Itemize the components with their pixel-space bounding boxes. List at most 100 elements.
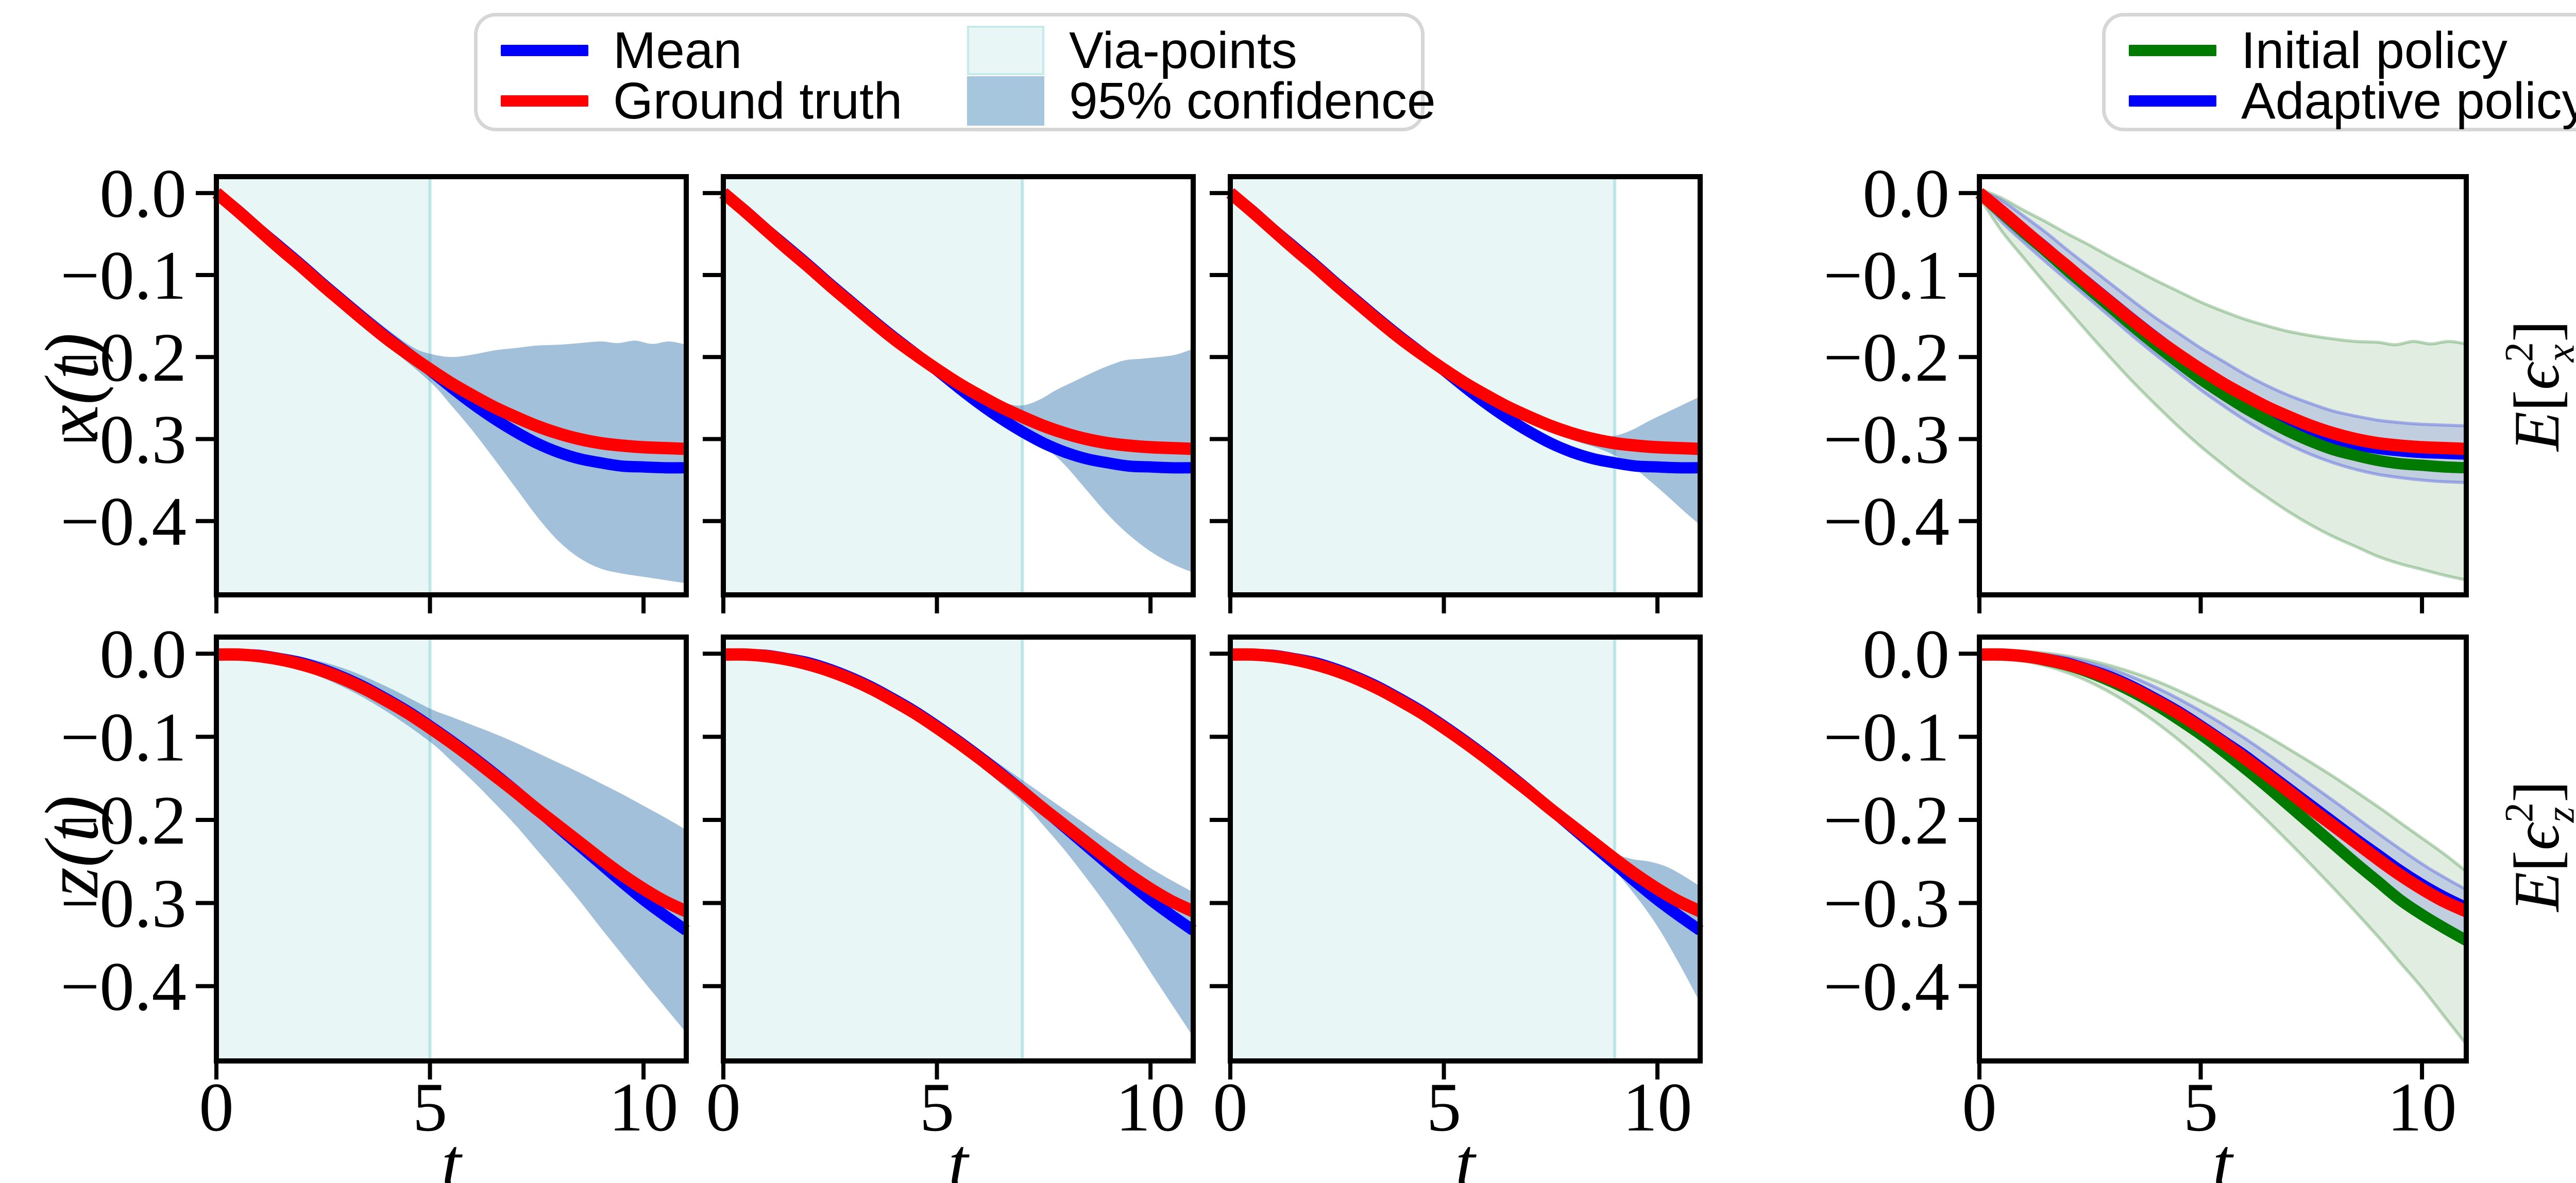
legend-swatch-95-confidence (967, 76, 1044, 126)
y-axis-ticks (1210, 191, 1230, 523)
x-axis-ticks: 0 5 10 (1213, 1061, 1692, 1146)
axes-spines (1228, 635, 1703, 1064)
xv3-svg (1210, 174, 1703, 613)
plot-z-viapoints-t7: 0 5 10 (703, 635, 1197, 1146)
xlabel-t-col2: t (881, 1128, 1036, 1183)
legend-label: Initial policy (2241, 22, 2507, 79)
via-points-region (216, 177, 430, 595)
x-tick-label: 0 (199, 1069, 234, 1146)
series-ground-truth (1979, 648, 2469, 917)
axes-spines (1977, 635, 2469, 1064)
plot-x-policies: 0.0 −0.1 −0.2 −0.3 −0.4 (1823, 156, 2469, 613)
xlabel-text: t (1455, 1124, 1476, 1183)
legend-label: 95% confidence (1069, 72, 1436, 130)
band-95-confidence (216, 650, 686, 1033)
y-axis-ticks (703, 651, 723, 988)
axes-spines (1228, 174, 1703, 597)
y-tick-label: −0.2 (1823, 782, 1950, 859)
x-tick-label: 10 (1623, 1069, 1692, 1146)
legend-swatch-ground-truth (501, 95, 588, 107)
y-tick-label: −0.3 (60, 865, 187, 942)
zv3-svg: 0 5 10 (1210, 635, 1704, 1146)
xv2-svg (703, 174, 1196, 613)
x-axis-ticks: 0 5 10 (1962, 1061, 2457, 1146)
legend-label: Via-points (1069, 22, 1297, 79)
legend-item-initial-policy: Initial policy (2129, 22, 2507, 79)
plot-z-viapoints-t5: 0 5 10 0.0 −0.1 −0.2 −0.3 −0.4 (60, 616, 690, 1146)
via-points-region (723, 637, 1023, 1061)
plot-z-viapoints-t9: 0 5 10 (1210, 635, 1704, 1146)
y-tick-label: 0.0 (1862, 616, 1950, 693)
axes-spines (214, 174, 689, 597)
ylabel-z-of-t-text: z(t) (30, 795, 114, 897)
axes-spines (214, 635, 689, 1064)
series-ground-truth (1230, 648, 1703, 917)
x-tick-label: 10 (2387, 1069, 2457, 1146)
x-axis-ticks (1977, 595, 2425, 613)
legend-swatch-adaptive-policy (2129, 95, 2216, 107)
y-tick-label: −0.4 (60, 484, 187, 560)
y-axis-ticks (1210, 651, 1230, 988)
y-tick-label: −0.2 (60, 319, 187, 396)
zv2-svg: 0 5 10 (703, 635, 1197, 1146)
x-tick-label: 5 (2183, 1069, 2218, 1146)
ylabel-x-of-t-text: x(t) (30, 333, 114, 439)
legend-left: Mean Ground truth Via-points 95% confidence (474, 13, 1436, 131)
plot-x-viapoints-t7 (703, 174, 1196, 613)
y-axis-ticks: 0.0−0.1−0.2−0.3−0.4 (1823, 616, 1979, 1025)
axes-spines (721, 174, 1196, 597)
y-tick-label: −0.4 (1823, 949, 1950, 1025)
y-tick-label: 0.0 (99, 616, 187, 693)
ylabel-error-x: E[ϵ2x] (2496, 205, 2576, 566)
y-axis-ticks (703, 191, 723, 523)
x-tick-label: 5 (920, 1069, 955, 1146)
legend-item-mean: Mean (501, 22, 742, 79)
ylabel-x-of-t: x(t) (30, 205, 114, 566)
plot-z-policies: 0 5 10 0.0 −0.1 −0.2 −0.3 −0.4 (1823, 616, 2469, 1146)
ylabel-error-z: E[ϵ2z] (2496, 666, 2576, 1026)
x-axis-ticks (1228, 595, 1660, 613)
xlabel-t-col1: t (374, 1128, 529, 1183)
axes-spines (1977, 174, 2469, 597)
y-tick-label: −0.1 (60, 699, 187, 776)
y-tick-label: −0.3 (60, 401, 187, 478)
legend-label: Mean (613, 22, 742, 79)
e-symbol: E (2501, 871, 2573, 912)
plot-x-viapoints-t9 (1210, 174, 1703, 613)
band-95-confidence (723, 650, 1193, 1037)
series-ground-truth (212, 188, 687, 455)
series-ground-truth (1226, 188, 1701, 455)
xlabel-t-col3: t (1388, 1128, 1543, 1183)
via-points-region (1230, 637, 1615, 1061)
x-tick-label: 10 (609, 1069, 679, 1146)
y-tick-label: −0.1 (1823, 699, 1950, 776)
epsilon-symbol: ϵ (2501, 364, 2573, 390)
zpol-svg: 0 5 10 0.0−0.1−0.2−0.3−0.4 (1823, 616, 2469, 1146)
axes-spines (721, 635, 1196, 1064)
xpol-svg: 0.0−0.1−0.2−0.3−0.4 (1823, 156, 2469, 613)
xv1-svg: 0.0−0.1−0.2−0.3−0.4 (60, 156, 689, 613)
legend-item-95-confidence: 95% confidence (967, 72, 1436, 130)
y-tick-label: −0.1 (60, 237, 187, 314)
y-tick-label: −0.2 (60, 782, 187, 859)
y-tick-label: 0.0 (1862, 156, 1950, 232)
legend-item-ground-truth: Ground truth (501, 75, 902, 127)
series-initial-policy (1979, 648, 2469, 946)
legend-swatch-mean (501, 45, 588, 56)
y-axis-ticks: 0.0−0.1−0.2−0.3−0.4 (60, 156, 216, 560)
ylabel-z-of-t: z(t) (30, 666, 114, 1026)
x-tick-label: 0 (1962, 1069, 1997, 1146)
epsilon-symbol: ϵ (2501, 824, 2573, 850)
y-axis-ticks: 0.0−0.1−0.2−0.3−0.4 (60, 616, 216, 1025)
x-tick-label: 5 (1427, 1069, 1462, 1146)
xlabel-text: t (2212, 1124, 2233, 1183)
y-axis-ticks: 0.0−0.1−0.2−0.3−0.4 (1823, 156, 1979, 560)
x-axis-ticks: 0 5 10 (706, 1061, 1185, 1146)
y-tick-label: −0.4 (1823, 484, 1950, 560)
x-tick-label: 5 (413, 1069, 448, 1146)
legend-item-adaptive-policy: Adaptive policy (2129, 75, 2576, 127)
legend-swatch-via-points (967, 26, 1044, 75)
x-tick-label: 10 (1116, 1069, 1185, 1146)
x-axis-ticks: 0 5 10 (199, 1061, 679, 1146)
